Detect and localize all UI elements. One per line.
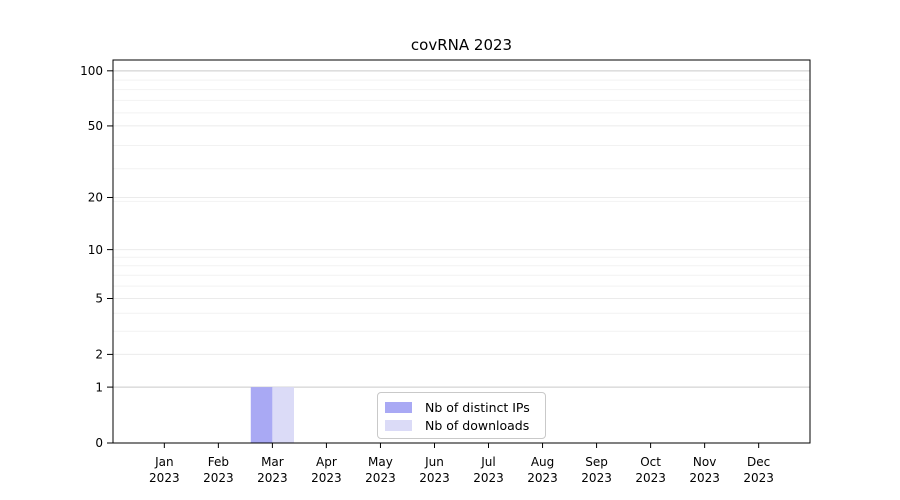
y-tick-label: 50	[88, 119, 103, 133]
x-tick-label: May 2023	[365, 455, 396, 485]
y-tick-label: 5	[95, 292, 103, 306]
y-tick-label: 100	[80, 64, 103, 78]
x-tick-label: Sep 2023	[581, 455, 612, 485]
x-tick-label: Apr 2023	[311, 455, 342, 485]
x-tick-label: Jul 2023	[473, 455, 504, 485]
x-tick-label: Dec 2023	[743, 455, 774, 485]
x-tick-label: Aug 2023	[527, 455, 558, 485]
legend-label: Nb of distinct IPs	[425, 399, 530, 415]
legend-swatch	[385, 401, 412, 413]
y-tick-label: 10	[88, 243, 103, 257]
legend-item: Nb of distinct IPs	[385, 398, 545, 416]
x-tick-label: Oct 2023	[635, 455, 666, 485]
legend-swatch	[385, 419, 412, 431]
x-tick-label: Jun 2023	[419, 455, 450, 485]
y-tick-label: 1	[95, 380, 103, 394]
plot-border	[112, 59, 811, 444]
legend-item: Nb of downloads	[385, 416, 545, 434]
legend: Nb of distinct IPs Nb of downloads	[377, 392, 546, 439]
x-tick-label: Feb 2023	[203, 455, 234, 485]
y-tick-label: 2	[95, 348, 103, 362]
x-tick-label: Mar 2023	[257, 455, 288, 485]
legend-label: Nb of downloads	[425, 417, 530, 433]
bar-nb-of-distinct-ips-mar	[250, 387, 273, 443]
y-tick-label: 20	[88, 191, 103, 205]
chart-title: covRNA 2023	[410, 36, 513, 54]
bar-nb-of-downloads-mar	[272, 387, 295, 443]
x-tick-label: Jan 2023	[149, 455, 180, 485]
y-tick-label: 0	[95, 436, 103, 450]
x-tick-label: Nov 2023	[689, 455, 720, 485]
